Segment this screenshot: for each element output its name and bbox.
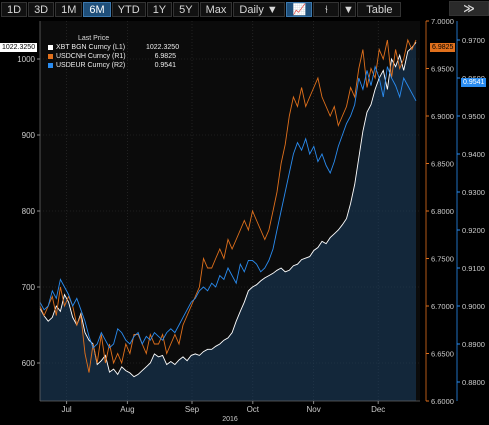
range-button-1m[interactable]: 1M [55,2,83,17]
legend-series-name: USDEUR Curncy (R2) [56,62,126,69]
range-button-max[interactable]: Max [199,2,233,17]
r1-tick-label: 6.6500 [431,350,454,359]
series-line-l1 [39,42,417,378]
r2-tick-label: 0.9000 [462,302,485,311]
r2-tick-label: 0.8800 [462,378,485,387]
legend-header: Last Price [78,35,110,42]
series-line-r2 [39,64,417,349]
r1-tick-label: 6.9000 [431,112,454,121]
range-button-3d[interactable]: 3D [28,2,55,17]
year-label: 2016 [222,416,238,423]
r1-tick-label: 6.7000 [431,302,454,311]
r1-tick-label: 6.7500 [431,255,454,264]
series-line-r1 [39,38,417,373]
range-selector: 1D 3D 1M 6M YTD 1Y 5Y Max [0,2,233,17]
r2-tick-label: 0.9300 [462,188,485,197]
r2-tick-label: 0.9200 [462,226,485,235]
frequency-dropdown[interactable]: Daily ▼ [233,2,286,17]
legend: Last Price XBT BGN Curncy (L1) 1022.3250 U… [48,34,180,70]
x-tick-label: Aug [120,405,134,414]
r2-tick-label: 0.9400 [462,150,485,159]
legend-entry: USDEUR Curncy (R2) 0.9541 [48,61,176,70]
r1-tick-label: 7.0000 [431,19,454,26]
r2-tick-label: 0.8900 [462,340,485,349]
legend-series-value: 1022.3250 [146,44,180,51]
x-tick-label: Sep [185,405,200,414]
legend-series-name: XBT BGN Curncy (L1) [56,44,126,51]
x-tick-label: Dec [371,405,385,414]
r1-tick-label: 6.6000 [431,397,454,406]
r2-axis-last-value: 0.9541 [461,78,487,87]
range-button-1y[interactable]: 1Y [146,2,173,17]
left-tick-label: 600 [22,359,36,368]
candlestick-icon[interactable]: ⫮ [313,2,340,17]
x-tick-label: Jul [61,405,71,414]
left-tick-label: 800 [22,207,36,216]
next-page-button[interactable]: ≫ [449,1,489,16]
legend-series-value: 0.9541 [154,62,176,69]
r1-tick-label: 6.9500 [431,65,454,74]
range-button-5y[interactable]: 5Y [173,2,199,17]
r1-tick-label: 6.8500 [431,160,454,169]
toolbar: 1D 3D 1M 6M YTD 1Y 5Y Max Daily ▼ 📈 ⫮ ▼ Table ≫ [0,0,489,19]
left-tick-label: 700 [22,283,36,292]
range-button-ytd[interactable]: YTD [111,2,146,17]
xbt-area-fill [40,42,416,402]
left-tick-label: 900 [22,131,36,140]
legend-swatch [48,45,53,50]
r2-tick-label: 0.9700 [462,36,485,45]
table-button[interactable]: Table [357,2,402,17]
legend-swatch [48,54,53,59]
left-tick-label: 1000 [17,55,35,64]
r2-tick-label: 0.9100 [462,264,485,273]
left-axis-last-value: 1022.3250 [0,43,38,52]
legend-swatch [48,63,53,68]
range-button-1d[interactable]: 1D [1,2,28,17]
legend-entry: XBT BGN Curncy (L1) 1022.3250 [48,43,180,52]
x-tick-label: Oct [247,405,260,414]
r1-axis-last-value: 6.9825 [430,43,456,52]
range-button-6m[interactable]: 6M [83,2,111,17]
r2-tick-label: 0.9500 [462,112,485,121]
x-tick-label: Nov [306,405,320,414]
legend-series-value: 6.9825 [154,53,176,60]
r1-tick-label: 6.8000 [431,207,454,216]
price-chart: 600 700 800 900 1000 6.6000 6.6500 6.7000 6.7500… [17,19,485,423]
chevron-down-icon[interactable]: ▼ [340,2,357,17]
legend-series-name: USDCNH Curncy (R1) [56,53,126,60]
legend-entry: USDCNH Curncy (R1) 6.9825 [48,52,176,61]
line-chart-icon[interactable]: 📈 [286,2,313,17]
